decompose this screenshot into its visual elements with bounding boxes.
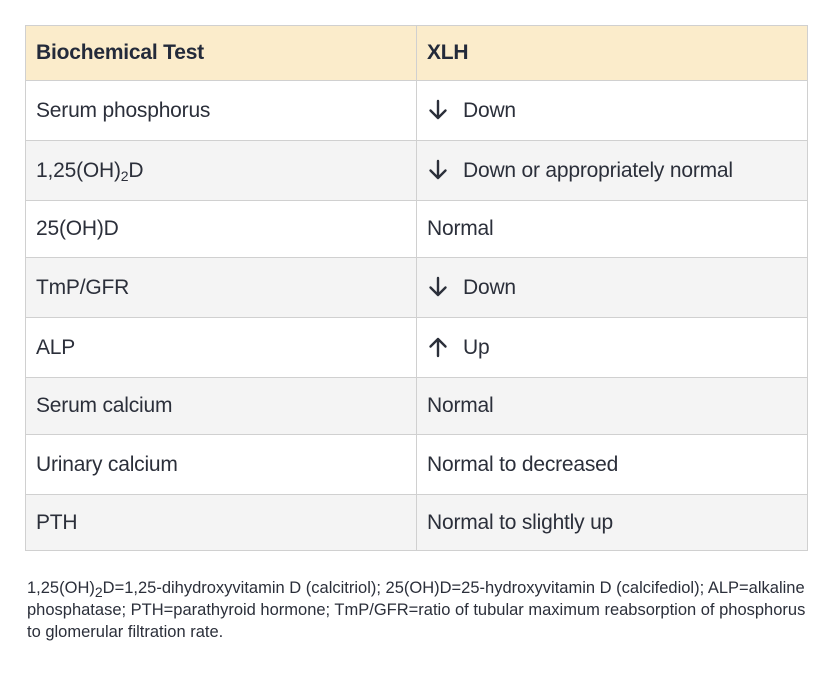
test-name: TmP/GFR — [36, 275, 130, 299]
test-name: PTH — [36, 510, 78, 534]
table-row: PTH Normal to slightly up — [25, 494, 808, 551]
xlh-value-cell: Down or appropriately normal — [416, 140, 808, 201]
test-name-cell: TmP/GFR — [25, 257, 417, 318]
xlh-value: Up — [463, 335, 490, 359]
test-name: Serum calcium — [36, 394, 173, 417]
footnote-sub: 2 — [94, 584, 103, 600]
footnote: 1,25(OH)2D=1,25-dihydroxyvitamin D (calc… — [27, 577, 817, 643]
test-name-cell: ALP — [25, 317, 417, 378]
test-name: 25(OH)D — [36, 217, 119, 240]
xlh-value-cell: Normal — [416, 377, 808, 435]
footnote-post: D=1,25-dihydroxyvitamin D (calcitriol); … — [27, 579, 806, 641]
table-row: Urinary calcium Normal to decreased — [25, 434, 808, 495]
xlh-value-cell: Up — [416, 317, 808, 378]
xlh-value: Down — [463, 275, 516, 299]
table-row: ALP Up — [25, 317, 808, 378]
test-name: ALP — [36, 335, 76, 359]
test-name-suffix: D — [128, 158, 144, 182]
test-name-cell: 1,25(OH)2D — [25, 140, 417, 201]
arrow-down-icon — [427, 276, 449, 298]
header-biochemical-test: Biochemical Test — [25, 25, 417, 81]
xlh-value-cell: Down — [416, 257, 808, 318]
xlh-value-cell: Normal — [416, 200, 808, 258]
biochemical-table: Biochemical Test XLH Serum phosphorus Dow… — [25, 25, 808, 551]
xlh-value: Down — [463, 98, 516, 122]
arrow-up-icon — [427, 336, 449, 358]
header-xlh: XLH — [416, 25, 808, 81]
test-name: 1,25(OH) — [36, 158, 121, 182]
test-name-subscript: 2 — [120, 167, 129, 184]
test-name: Serum phosphorus — [36, 98, 211, 122]
biochemical-table-container: Biochemical Test XLH Serum phosphorus Dow… — [25, 25, 808, 551]
xlh-value: Normal — [427, 217, 494, 240]
table-body: Serum phosphorus Down 1,25(OH)2D Down or ap… — [25, 80, 808, 551]
test-name: Urinary calcium — [36, 452, 178, 476]
xlh-value: Normal to decreased — [427, 452, 619, 476]
footnote-pre: 1,25(OH) — [27, 579, 95, 597]
table-row: 1,25(OH)2D Down or appropriately normal — [25, 140, 808, 201]
test-name-cell: PTH — [25, 494, 417, 551]
arrow-down-icon — [427, 99, 449, 121]
test-name-cell: 25(OH)D — [25, 200, 417, 258]
xlh-value: Normal — [427, 394, 494, 417]
test-name-cell: Urinary calcium — [25, 434, 417, 495]
test-name-cell: Serum phosphorus — [25, 80, 417, 141]
xlh-value-cell: Normal to decreased — [416, 434, 808, 495]
table-header-row: Biochemical Test XLH — [25, 25, 808, 81]
xlh-value-cell: Normal to slightly up — [416, 494, 808, 551]
test-name-cell: Serum calcium — [25, 377, 417, 435]
arrow-down-icon — [427, 159, 449, 181]
table-row: Serum calcium Normal — [25, 377, 808, 435]
table-row: TmP/GFR Down — [25, 257, 808, 318]
xlh-value-cell: Down — [416, 80, 808, 141]
table-row: 25(OH)D Normal — [25, 200, 808, 258]
xlh-value: Normal to slightly up — [427, 510, 614, 534]
xlh-value: Down or appropriately normal — [463, 158, 733, 182]
table-row: Serum phosphorus Down — [25, 80, 808, 141]
